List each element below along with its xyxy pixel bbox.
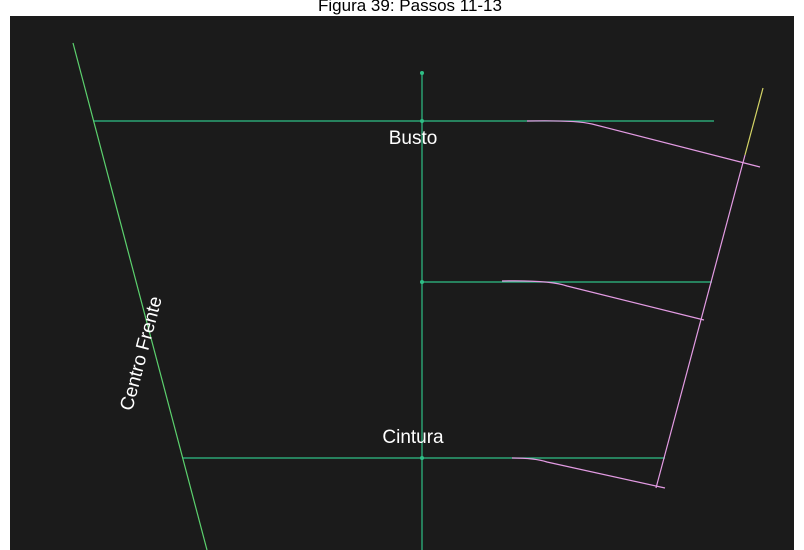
point [420,456,424,460]
point [420,119,424,123]
busto-label: Busto [389,128,438,149]
busto-curve [526,120,761,168]
point [420,280,424,284]
side-extension [744,87,764,156]
side-line [655,154,746,489]
point [420,71,424,75]
cintura-label: Cintura [382,427,444,448]
points [420,71,424,460]
cintura-curve [511,457,666,489]
canvas [10,16,794,550]
figure-title: Figura 39: Passos 11-13 [318,0,502,15]
centro-frente-line [72,42,208,550]
middle-curve [501,280,705,321]
